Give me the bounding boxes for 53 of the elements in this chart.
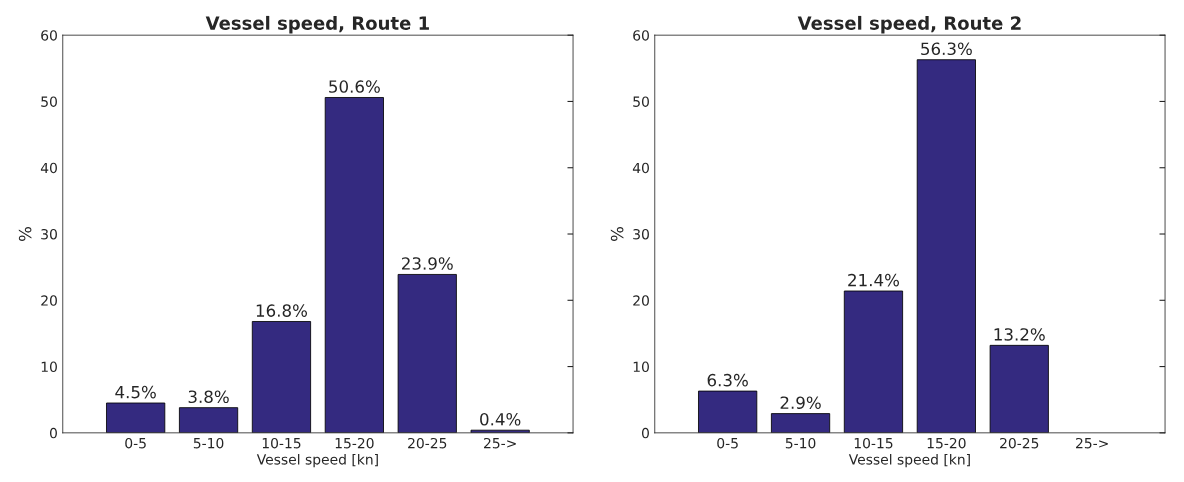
data-label: 16.8% [256, 304, 308, 317]
x-tick-label: 5-10 [785, 437, 816, 449]
bar [843, 290, 904, 433]
y-tick-label: 30 [41, 228, 57, 240]
x-tick-label: 10-15 [262, 437, 301, 449]
chart-title: Vessel speed, Route 2 [797, 15, 1021, 34]
y-tick-label: 50 [633, 96, 649, 107]
x-tick-label: 15-20 [927, 437, 966, 449]
bar [989, 344, 1049, 433]
y-tick-label: 50 [41, 96, 57, 107]
x-tick-label: 0-5 [125, 437, 146, 449]
data-label: 3.8% [188, 390, 229, 404]
bar [770, 413, 831, 433]
y-tick-label: 20 [41, 295, 57, 306]
x-tick-label: 25-> [484, 437, 516, 449]
bar [324, 97, 384, 433]
y-tick-label: 10 [633, 361, 649, 373]
x-tick-label: 0-5 [717, 437, 738, 449]
x-axis-title: Vessel speed [kn] [256, 453, 378, 468]
bar [106, 402, 166, 433]
data-label: 4.5% [115, 385, 156, 399]
data-label: 56.3% [921, 42, 972, 56]
x-tick-label: 20-25 [1000, 437, 1039, 449]
bar [251, 321, 312, 433]
y-tick-label: 40 [632, 162, 649, 174]
x-tick-label: 25-> [1076, 437, 1108, 449]
y-axis-title: % [610, 227, 624, 242]
y-tick-label: 60 [633, 30, 649, 41]
bar [397, 274, 457, 433]
x-tick-label: 20-25 [408, 437, 447, 449]
y-tick-label: 0 [641, 427, 649, 439]
data-label: 13.2% [994, 328, 1045, 341]
data-label: 0.4% [480, 412, 521, 426]
data-label: 23.9% [402, 257, 453, 270]
x-axis-title: Vessel speed [kn] [848, 453, 970, 468]
data-label: 2.9% [780, 396, 821, 409]
data-label: 50.6% [329, 80, 380, 93]
x-tick-label: 5-10 [193, 437, 224, 449]
bar [698, 390, 758, 433]
bar [916, 59, 976, 433]
y-tick-label: 10 [41, 361, 57, 373]
bar [178, 407, 239, 433]
y-tick-label: 20 [633, 295, 649, 306]
x-tick-label: 10-15 [854, 437, 893, 449]
y-tick-label: 40 [40, 162, 57, 174]
data-label: 21.4% [848, 273, 900, 287]
y-tick-label: 0 [49, 427, 57, 439]
chart-title: Vessel speed, Route 1 [205, 15, 429, 34]
y-tick-label: 30 [633, 228, 649, 240]
data-label: 6.3% [707, 373, 748, 387]
x-tick-label: 15-20 [335, 437, 374, 449]
y-tick-label: 60 [41, 30, 57, 41]
y-axis-title: % [18, 227, 32, 242]
